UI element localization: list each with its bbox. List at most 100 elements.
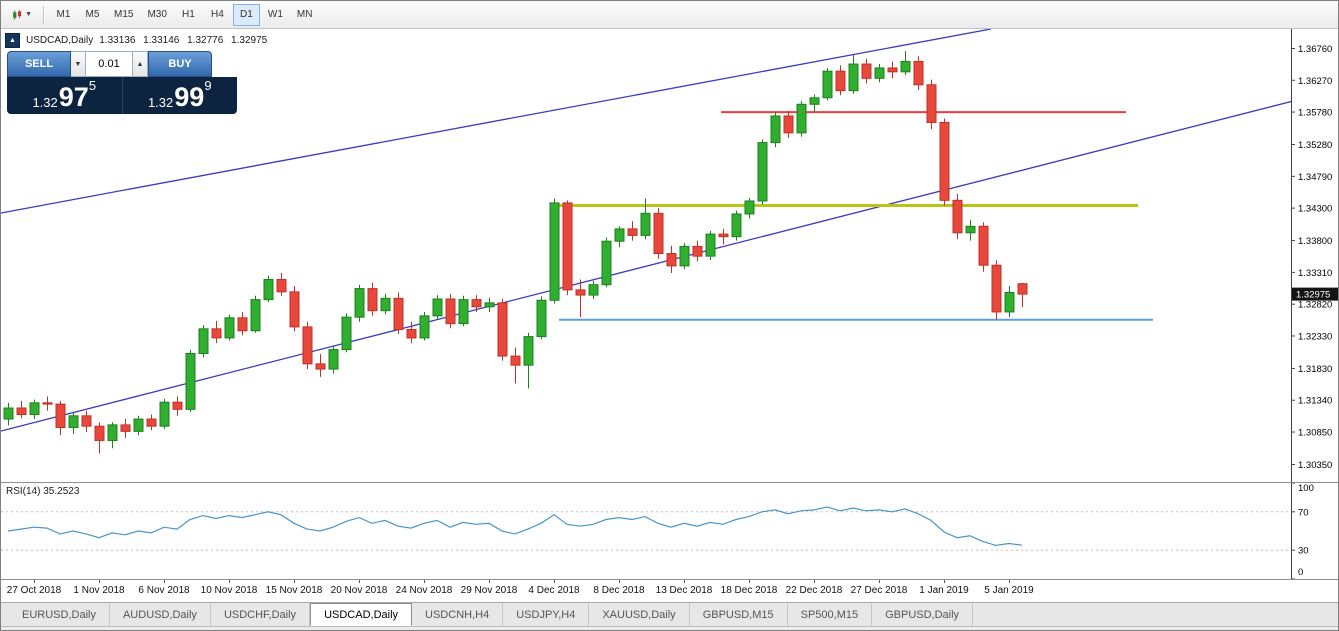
timeframe-button-m1[interactable]: M1 xyxy=(50,4,77,26)
one-click-price-row: 1.32 97 5 1.32 99 9 xyxy=(7,77,237,114)
timeframe-button-mn[interactable]: MN xyxy=(291,4,319,26)
candle-down xyxy=(978,225,989,266)
time-axis-label: 1 Nov 2018 xyxy=(73,585,125,596)
time-axis-label: 13 Dec 2018 xyxy=(655,585,713,596)
price-scale-label: 1.34790 xyxy=(1298,172,1332,183)
volume-decrease-button[interactable]: ▼ xyxy=(71,51,86,77)
price-scale-label: 1.36270 xyxy=(1298,76,1332,87)
sell-price-sup: 5 xyxy=(88,78,97,93)
high-value: 1.33146 xyxy=(143,35,180,46)
sell-price[interactable]: 1.32 97 5 xyxy=(7,77,123,114)
timeframe-button-m15[interactable]: M15 xyxy=(108,4,139,26)
candle-down xyxy=(172,401,183,410)
timeframe-button-m30[interactable]: M30 xyxy=(141,4,172,26)
candle-up xyxy=(744,200,755,215)
candle-up xyxy=(432,298,443,317)
candlestick-chart-icon xyxy=(13,9,22,20)
tab-xauusd-daily[interactable]: XAUUSD,Daily xyxy=(589,603,690,626)
time-tick-mark xyxy=(554,580,555,583)
tab-usdjpy-h4[interactable]: USDJPY,H4 xyxy=(503,603,590,626)
time-tick-mark xyxy=(944,580,945,583)
candle-up xyxy=(3,407,14,420)
price-scale-label: 1.34300 xyxy=(1298,204,1332,215)
time-axis-label: 24 Nov 2018 xyxy=(395,585,453,596)
channel-upper-line[interactable] xyxy=(1,29,992,214)
timeframe-button-h1[interactable]: H1 xyxy=(175,4,202,26)
time-axis-label: 22 Dec 2018 xyxy=(785,585,843,596)
chart-tools-dropdown-button[interactable]: ▼ xyxy=(5,4,39,26)
candle-up xyxy=(341,316,352,351)
rsi-line[interactable] xyxy=(7,506,1023,547)
candle-down xyxy=(237,317,248,332)
candle-down xyxy=(991,264,1002,313)
price-scale-label: 1.35280 xyxy=(1298,140,1332,151)
rsi-indicator-label: RSI(14) 35.2523 xyxy=(6,486,80,497)
sell-price-prefix: 1.32 xyxy=(32,95,58,110)
tab-gbpusd-m15[interactable]: GBPUSD,M15 xyxy=(690,603,788,626)
tab-usdcnh-h4[interactable]: USDCNH,H4 xyxy=(412,603,504,626)
candle-up xyxy=(874,67,885,79)
status-bar xyxy=(1,626,1338,630)
candle-up xyxy=(640,212,651,236)
time-axis-label: 1 Jan 2019 xyxy=(919,585,969,596)
volume-increase-button[interactable]: ▲ xyxy=(133,51,148,77)
one-click-collapse-button[interactable]: ▲ xyxy=(5,33,20,48)
price-scale-label: 1.30850 xyxy=(1298,428,1332,439)
candle-down xyxy=(926,84,937,123)
candle-up xyxy=(354,288,365,318)
candle-up xyxy=(198,328,209,354)
candle-down xyxy=(315,363,326,370)
time-tick-mark xyxy=(424,580,425,583)
candle-down xyxy=(575,289,586,296)
price-scale-label: 1.36760 xyxy=(1298,44,1332,55)
tab-audusd-daily[interactable]: AUDUSD,Daily xyxy=(110,603,211,626)
tab-sp500-m15[interactable]: SP500,M15 xyxy=(788,603,873,626)
time-tick-mark xyxy=(359,580,360,583)
time-axis-label: 29 Nov 2018 xyxy=(460,585,518,596)
price-scale-label: 1.31340 xyxy=(1298,396,1332,407)
sell-button[interactable]: SELL xyxy=(7,51,71,77)
tab-usdchf-daily[interactable]: USDCHF,Daily xyxy=(211,603,311,626)
candle-up xyxy=(822,70,833,99)
candle-down xyxy=(497,302,508,357)
candle-up xyxy=(159,401,170,427)
volume-input[interactable] xyxy=(86,51,133,77)
candle-down xyxy=(445,298,456,325)
current-price-tag xyxy=(1292,287,1338,301)
time-tick-mark xyxy=(814,580,815,583)
main-chart-panel: 1.36760 1.36270 1.35780 1.35280 1.34790 1.343… xyxy=(1,29,1338,482)
sell-price-big: 97 xyxy=(58,82,89,112)
candle-down xyxy=(146,418,157,427)
timeframe-button-w1[interactable]: W1 xyxy=(262,4,289,26)
rsi-chart-canvas[interactable]: 100 70 30 0 xyxy=(1,483,1339,579)
candle-down xyxy=(393,297,404,330)
time-axis-label: 15 Nov 2018 xyxy=(265,585,323,596)
timeframe-button-d1[interactable]: D1 xyxy=(232,3,260,26)
candle-up xyxy=(224,317,235,339)
tab-usdcad-daily[interactable]: USDCAD,Daily xyxy=(310,603,413,626)
timeframe-button-m5[interactable]: M5 xyxy=(79,4,106,26)
candle-up xyxy=(458,299,469,325)
time-axis-label: 4 Dec 2018 xyxy=(528,585,580,596)
candle-down xyxy=(289,291,300,328)
candle-up xyxy=(796,103,807,134)
price-chart-canvas[interactable]: 1.36760 1.36270 1.35780 1.35280 1.34790 1.343… xyxy=(1,29,1339,482)
timeframe-toolbar: ▼ M1 M5 M15 M30 H1 H4 D1 W1 MN xyxy=(1,1,1338,29)
candle-up xyxy=(68,415,79,428)
candle-down xyxy=(55,403,66,428)
time-axis-label: 27 Oct 2018 xyxy=(6,585,62,596)
time-axis[interactable]: 27 Oct 2018 1 Nov 2018 6 Nov 2018 10 Nov 20… xyxy=(1,579,1338,602)
buy-button[interactable]: BUY xyxy=(148,51,212,77)
candle-down xyxy=(211,328,222,339)
rsi-scale-label: 30 xyxy=(1298,546,1309,557)
tab-gbpusd-daily[interactable]: GBPUSD,Daily xyxy=(872,603,974,626)
candle-up xyxy=(536,299,547,338)
tab-eurusd-daily[interactable]: EURUSD,Daily xyxy=(9,603,110,626)
candle-up xyxy=(705,233,716,257)
buy-price[interactable]: 1.32 99 9 xyxy=(123,77,238,114)
candle-up xyxy=(107,424,118,441)
timeframe-button-h4[interactable]: H4 xyxy=(204,4,231,26)
candle-up xyxy=(614,228,625,242)
candle-down xyxy=(887,67,898,73)
